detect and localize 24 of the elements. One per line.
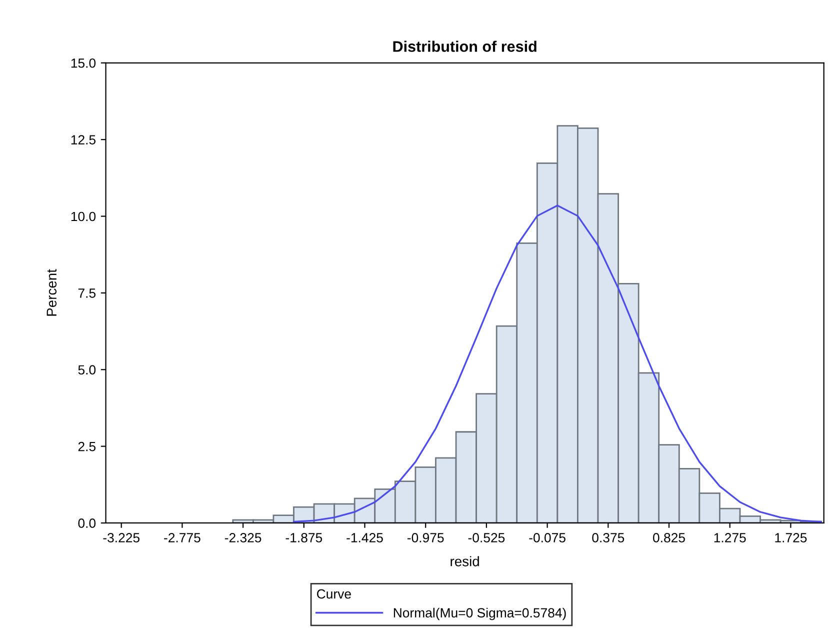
x-tick-label: -0.975 (407, 533, 444, 542)
y-tick-label: 10.0 (71, 212, 96, 222)
x-tick-label: -3.225 (103, 533, 140, 542)
y-tick-label: 12.5 (71, 135, 96, 144)
y-tick-label: 7.5 (78, 288, 96, 298)
y-tick-label: 2.5 (78, 442, 96, 452)
x-tick-label: -1.875 (286, 533, 322, 542)
legend-title: Curve (316, 589, 351, 599)
x-tick-label: 0.375 (592, 533, 624, 542)
y-tick-label: 5.0 (78, 365, 96, 375)
text: Normal(Mu=0 Sigma=0.5784) (394, 608, 566, 620)
x-tick-label: -2.775 (164, 533, 200, 542)
x-tick-label: -1.425 (346, 533, 383, 542)
x-tick-label: 1.275 (714, 533, 746, 542)
x-tick-label: -2.325 (224, 533, 262, 542)
x-tick-label: -0.525 (468, 533, 505, 542)
x-tick-label: 0.825 (653, 533, 685, 542)
y-tick-label: 0.0 (78, 518, 96, 528)
y-tick-label: 15.0 (71, 58, 96, 68)
x-tick-label: 1.725 (775, 533, 807, 542)
x-axis-title: resid (450, 556, 479, 566)
y-axis-title: Percent (46, 269, 57, 316)
chart-title: Distribution of resid (393, 40, 536, 52)
x-tick-label: -0.075 (529, 533, 566, 542)
